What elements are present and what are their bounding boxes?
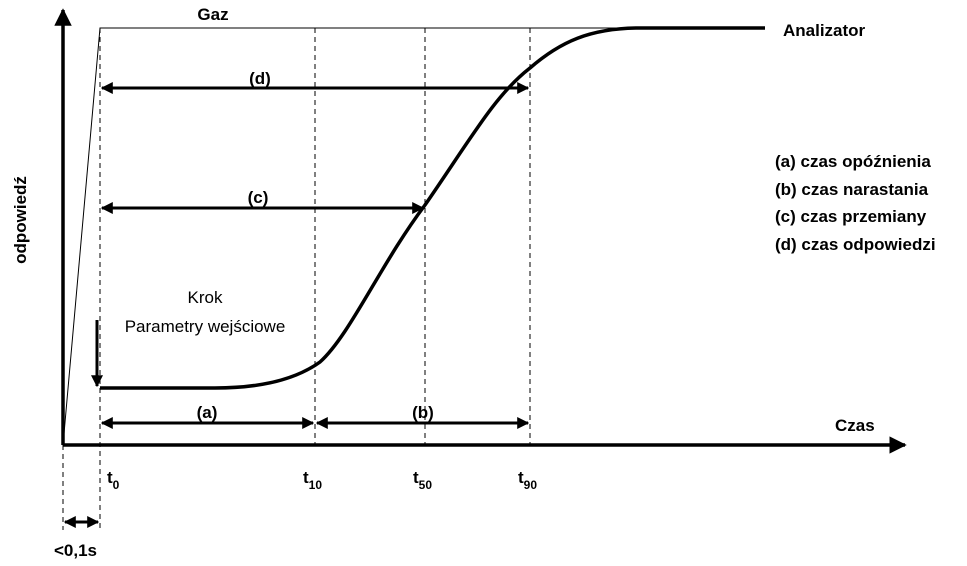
t: t xyxy=(518,468,524,487)
interval-label: <0,1s xyxy=(54,541,97,560)
legend-item: (d) czas odpowiedzi xyxy=(775,235,936,254)
legend-item: (a) czas opóźnienia xyxy=(775,152,931,171)
gas-line xyxy=(62,27,640,446)
arrow-label: (d) xyxy=(249,69,271,88)
time-label: t50 xyxy=(413,468,432,492)
legend-item: (c) czas przemiany xyxy=(775,207,927,226)
t: t xyxy=(107,468,113,487)
y-axis-label: odpowiedź xyxy=(11,176,30,264)
x-axis-label: Czas xyxy=(835,416,875,435)
time-label: t90 xyxy=(518,468,537,492)
sub: 0 xyxy=(113,478,120,492)
sub: 10 xyxy=(309,478,323,492)
legend-item: (b) czas narastania xyxy=(775,180,929,199)
sub: 50 xyxy=(419,478,433,492)
time-label: t10 xyxy=(303,468,322,492)
gas-label: Gaz xyxy=(197,5,228,24)
arrow-label: (c) xyxy=(248,188,269,207)
time-labels: t0 t10 t50 t90 xyxy=(107,468,537,492)
step-label: Krok xyxy=(188,288,223,307)
time-label: t0 xyxy=(107,468,120,492)
guides xyxy=(62,28,531,530)
analyzer-label: Analizator xyxy=(783,21,866,40)
arrow-label: (a) xyxy=(197,403,218,422)
sub: 90 xyxy=(524,478,538,492)
t: t xyxy=(413,468,419,487)
legend: (a) czas opóźnienia (b) czas narastania … xyxy=(775,152,936,254)
input-label: Parametry wejściowe xyxy=(125,317,286,336)
arrow-label: (b) xyxy=(412,403,434,422)
t: t xyxy=(303,468,309,487)
response-curve xyxy=(100,26,765,390)
